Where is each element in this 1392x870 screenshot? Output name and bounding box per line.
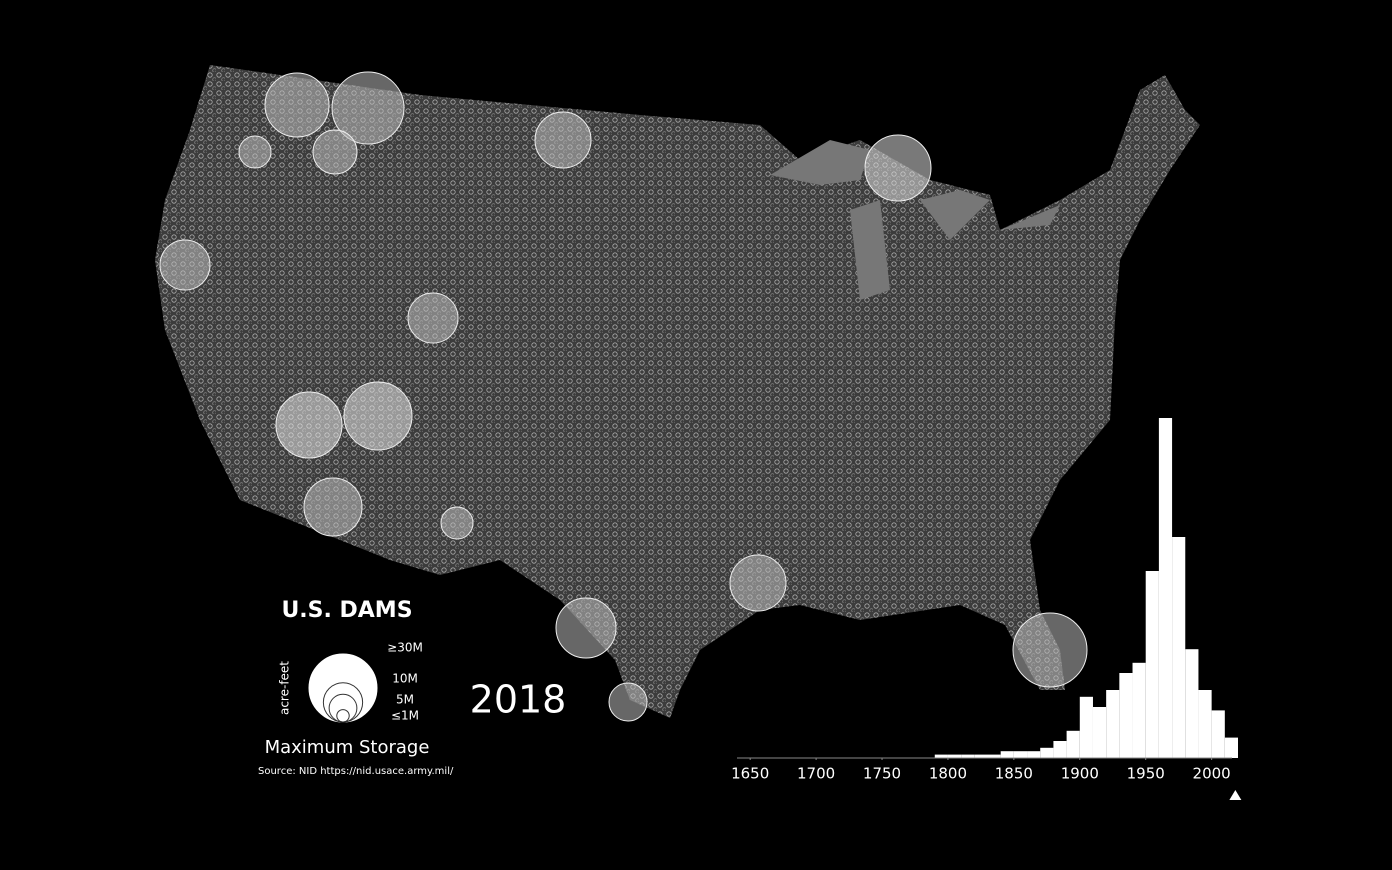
bar	[1119, 673, 1133, 758]
bar	[1013, 751, 1028, 758]
legend-caption: Maximum Storage	[265, 737, 430, 758]
bar	[1132, 662, 1146, 758]
us-map	[155, 65, 1200, 722]
bar	[1145, 571, 1159, 758]
legend-label: 10M	[392, 672, 418, 686]
bar	[1198, 690, 1212, 758]
bubble	[343, 381, 413, 451]
x-tick-label: 1800	[929, 765, 967, 783]
bar	[934, 754, 948, 758]
bar	[1224, 737, 1238, 758]
year: 2018	[470, 678, 567, 722]
legend-title: U.S. DAMS	[281, 598, 412, 623]
bar	[1092, 707, 1107, 758]
source: Source: NID https://nid.usace.army.mil/	[258, 766, 454, 777]
us-dots	[155, 65, 1200, 718]
bubble	[264, 72, 330, 138]
bubble	[440, 506, 474, 540]
bubble	[534, 111, 592, 169]
bar	[947, 754, 962, 758]
bubble	[275, 391, 343, 459]
legend-circle	[308, 653, 378, 723]
x-tick-label: 1900	[1061, 765, 1099, 783]
bubble	[608, 682, 648, 722]
reservoir-bubbles	[159, 71, 1088, 722]
bubble	[729, 554, 787, 612]
bubble	[331, 71, 405, 145]
bubble	[159, 239, 211, 291]
bubble	[864, 134, 932, 202]
x-tick-label: 1950	[1127, 765, 1165, 783]
legend-circle	[336, 709, 350, 723]
bar	[1053, 741, 1067, 758]
legend-unit: acre-feet	[278, 661, 292, 715]
bar	[961, 754, 975, 758]
bar	[1040, 747, 1054, 758]
bubble	[1012, 612, 1088, 688]
histogram: 1650 1700 1750 1800 1850 1900 1950 2000	[731, 418, 1242, 800]
bar	[1158, 418, 1173, 758]
bar	[1185, 649, 1199, 758]
bubble	[238, 135, 272, 169]
bubble	[407, 292, 459, 344]
bubble	[555, 597, 617, 659]
bar	[974, 754, 988, 758]
great-lakes	[770, 140, 1060, 300]
x-tick-label: 1700	[797, 765, 835, 783]
bubble	[303, 477, 363, 537]
bar	[1027, 751, 1041, 758]
legend-label: ≥30M	[387, 641, 423, 655]
x-tick-label: 1650	[731, 765, 769, 783]
bar	[1000, 751, 1014, 758]
bar	[1079, 696, 1093, 758]
year-marker	[1229, 790, 1242, 800]
legend-label: 5M	[396, 693, 414, 707]
x-tick-label: 1750	[863, 765, 901, 783]
bar	[1172, 537, 1186, 758]
legend-label: ≤1M	[391, 709, 419, 723]
bar	[1211, 710, 1225, 758]
x-tick-label: 2000	[1193, 765, 1231, 783]
bar	[1106, 690, 1120, 758]
legend: U.S. DAMS acre-feet Maximum Storage Sour…	[258, 598, 454, 777]
x-tick-label: 1850	[995, 765, 1033, 783]
bar	[1066, 730, 1080, 758]
bubble	[312, 129, 358, 175]
bar	[987, 754, 1001, 758]
